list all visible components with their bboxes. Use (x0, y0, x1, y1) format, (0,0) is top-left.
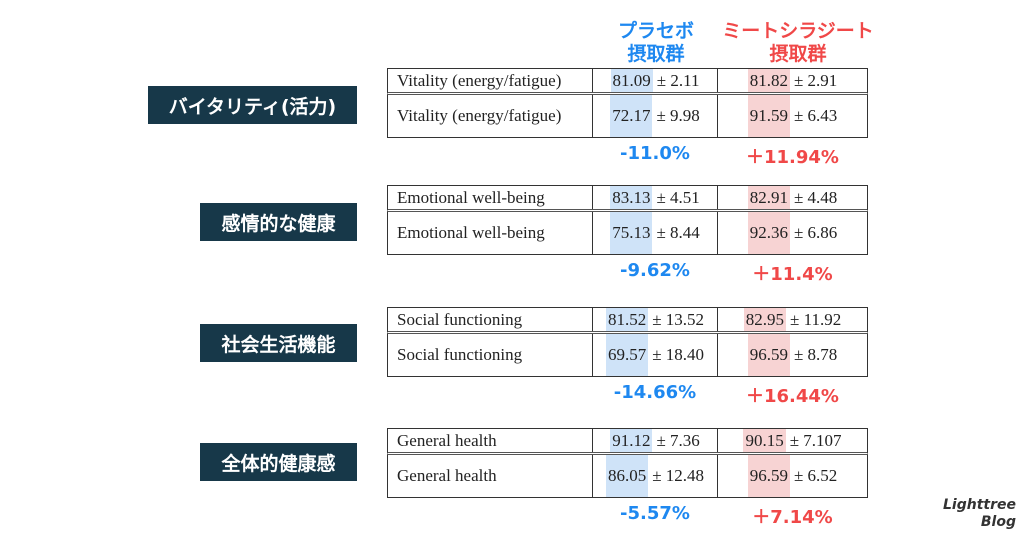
placebo-mean: 91.12 (610, 429, 653, 452)
mito-cell: 96.59 ± 6.52 (718, 455, 867, 497)
data-table: General health 91.12 ± 7.36 90.15 ± 7.107 … (387, 428, 868, 498)
mito-sd: ± 6.86 (793, 223, 838, 242)
placebo-cell: 75.13 ± 8.44 (593, 212, 718, 254)
mito-mean: 91.59 (747, 95, 790, 137)
mito-mean: 82.95 (743, 308, 787, 331)
mito-sd: ± 6.43 (793, 106, 838, 125)
placebo-mean: 75.13 (610, 212, 653, 254)
mito-change: ＋11.94% (746, 147, 839, 168)
placebo-sd: ± 18.40 (652, 345, 705, 364)
placebo-sd: ± 2.11 (656, 70, 700, 90)
mito-cell: 81.82 ± 2.91 (718, 69, 867, 92)
section-label: バイタリティ(活力) (148, 86, 357, 124)
placebo-change: -9.62% (620, 260, 690, 281)
mito-change: ＋11.4% (752, 264, 833, 285)
mito-cell: 96.59 ± 8.78 (718, 334, 867, 376)
measure-label: Emotional well-being (388, 186, 593, 209)
placebo-sd: ± 13.52 (652, 309, 705, 329)
mito-mean: 92.36 (747, 212, 790, 254)
mito-sd: ± 8.78 (793, 345, 838, 364)
mito-cell: 90.15 ± 7.107 (718, 429, 867, 452)
mito-sd: ± 7.107 (789, 430, 842, 450)
mito-mean: 96.59 (747, 334, 790, 376)
mitochondria-group-header: ミートシラジート 摂取群 (708, 20, 888, 66)
mito-mean: 96.59 (747, 455, 790, 497)
table-row: Emotional well-being 83.13 ± 4.51 82.91 ± … (387, 186, 868, 212)
data-table: Vitality (energy/fatigue) 81.09 ± 2.11 81… (387, 68, 868, 138)
placebo-mean: 69.57 (605, 334, 649, 376)
placebo-mean: 72.17 (610, 95, 653, 137)
placebo-sd: ± 4.51 (656, 187, 700, 207)
section-label: 感情的な健康 (200, 203, 357, 241)
measure-label: Social functioning (388, 334, 593, 376)
table-row: Social functioning 81.52 ± 13.52 82.95 ± 1… (387, 308, 868, 334)
header-line: 摂取群 (769, 43, 827, 65)
placebo-cell: 86.05 ± 12.48 (593, 455, 718, 497)
mito-cell: 91.59 ± 6.43 (718, 95, 867, 137)
data-table: Emotional well-being 83.13 ± 4.51 82.91 ± … (387, 185, 868, 255)
placebo-sd: ± 9.98 (656, 106, 700, 125)
table-row: General health 86.05 ± 12.48 96.59 ± 6.52 (387, 455, 868, 497)
data-table: Social functioning 81.52 ± 13.52 82.95 ± 1… (387, 307, 868, 377)
placebo-cell: 83.13 ± 4.51 (593, 186, 718, 209)
brand-line: Blog (980, 514, 1016, 530)
placebo-cell: 91.12 ± 7.36 (593, 429, 718, 452)
placebo-group-header: プラセボ 摂取群 (595, 20, 717, 66)
placebo-change: -14.66% (613, 382, 697, 403)
measure-label: General health (388, 455, 593, 497)
measure-label: Social functioning (388, 308, 593, 331)
brand-logo: Lighttree Blog (943, 497, 1016, 531)
measure-label: General health (388, 429, 593, 452)
placebo-mean: 86.05 (605, 455, 649, 497)
mito-mean: 82.91 (747, 186, 790, 209)
mito-mean: 81.82 (747, 69, 790, 92)
placebo-cell: 81.09 ± 2.11 (593, 69, 718, 92)
placebo-sd: ± 8.44 (656, 223, 700, 242)
placebo-sd: ± 12.48 (652, 466, 705, 485)
placebo-change: -5.57% (620, 503, 690, 524)
measure-label: Vitality (energy/fatigue) (388, 69, 593, 92)
table-row: Vitality (energy/fatigue) 72.17 ± 9.98 91… (387, 95, 868, 137)
placebo-cell: 69.57 ± 18.40 (593, 334, 718, 376)
placebo-cell: 81.52 ± 13.52 (593, 308, 718, 331)
placebo-sd: ± 7.36 (656, 430, 700, 450)
table-row: General health 91.12 ± 7.36 90.15 ± 7.107 (387, 429, 868, 455)
placebo-mean: 83.13 (610, 186, 653, 209)
mito-sd: ± 11.92 (790, 309, 842, 329)
mito-sd: ± 4.48 (793, 187, 838, 207)
mito-cell: 92.36 ± 6.86 (718, 212, 867, 254)
placebo-change: -11.0% (620, 143, 690, 164)
mito-sd: ± 2.91 (793, 70, 838, 90)
mito-change: ＋16.44% (746, 386, 839, 407)
header-line: 摂取群 (627, 43, 685, 65)
header-line: プラセボ (617, 20, 694, 42)
measure-label: Emotional well-being (388, 212, 593, 254)
mito-change: ＋7.14% (752, 507, 833, 528)
measure-label: Vitality (energy/fatigue) (388, 95, 593, 137)
mito-sd: ± 6.52 (793, 466, 838, 485)
section-label: 社会生活機能 (200, 324, 357, 362)
placebo-mean: 81.52 (605, 308, 649, 331)
brand-line: Lighttree (943, 497, 1016, 513)
header-line: ミートシラジート (722, 20, 874, 42)
table-row: Social functioning 69.57 ± 18.40 96.59 ± 8… (387, 334, 868, 376)
mito-cell: 82.91 ± 4.48 (718, 186, 867, 209)
table-row: Emotional well-being 75.13 ± 8.44 92.36 ± … (387, 212, 868, 254)
section-label: 全体的健康感 (200, 443, 357, 481)
table-row: Vitality (energy/fatigue) 81.09 ± 2.11 81… (387, 69, 868, 95)
mito-cell: 82.95 ± 11.92 (718, 308, 867, 331)
placebo-cell: 72.17 ± 9.98 (593, 95, 718, 137)
placebo-mean: 81.09 (610, 69, 653, 92)
mito-mean: 90.15 (743, 429, 786, 452)
